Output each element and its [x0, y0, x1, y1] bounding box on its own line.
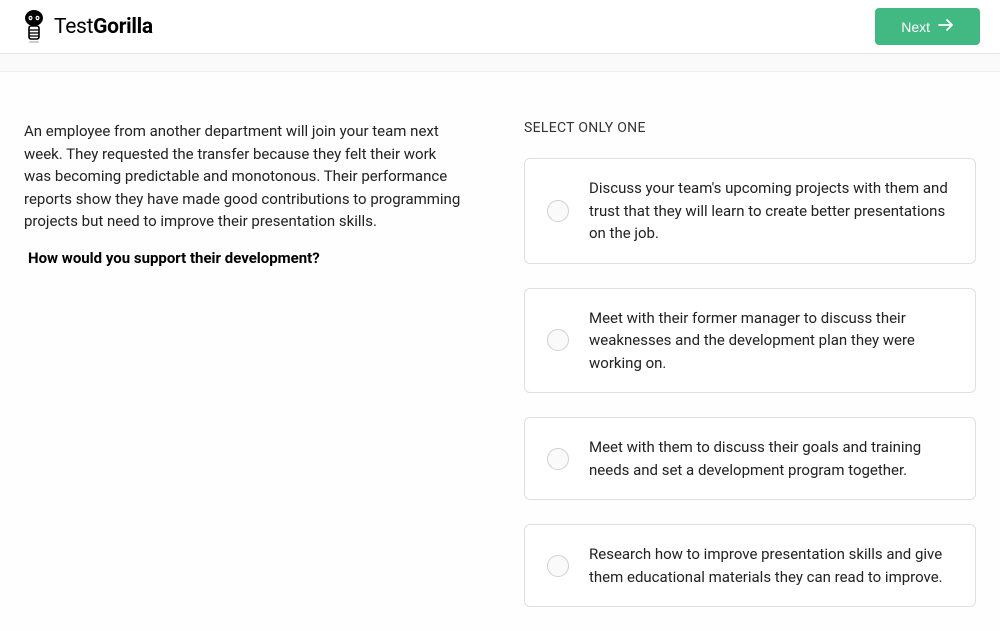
question-context: An employee from another department will… [24, 120, 464, 233]
question-panel: An employee from another department will… [24, 120, 464, 631]
question-content: An employee from another department will… [0, 72, 1000, 631]
header-divider [0, 54, 1000, 72]
logo: TestGorilla [20, 9, 153, 45]
answer-instruction: SELECT ONLY ONE [524, 120, 976, 136]
question-prompt: How would you support their development? [24, 247, 464, 270]
brand-name: TestGorilla [54, 15, 153, 39]
radio-icon [547, 555, 569, 577]
arrow-right-icon [938, 18, 954, 35]
answer-option-1[interactable]: Discuss your team's upcoming projects wi… [524, 158, 976, 264]
radio-icon [547, 448, 569, 470]
next-button-label: Next [901, 19, 930, 35]
radio-icon [547, 329, 569, 351]
answer-option-3[interactable]: Meet with them to discuss their goals an… [524, 417, 976, 500]
answers-panel: SELECT ONLY ONE Discuss your team's upco… [524, 120, 976, 631]
header: TestGorilla Next [0, 0, 1000, 54]
radio-icon [547, 200, 569, 222]
answer-option-2[interactable]: Meet with their former manager to discus… [524, 288, 976, 394]
answer-option-text: Meet with them to discuss their goals an… [589, 436, 953, 481]
answer-option-4[interactable]: Research how to improve presentation ski… [524, 524, 976, 607]
answer-option-text: Research how to improve presentation ski… [589, 543, 953, 588]
answer-option-text: Discuss your team's upcoming projects wi… [589, 177, 953, 245]
gorilla-icon [20, 9, 48, 45]
next-button[interactable]: Next [875, 8, 980, 45]
answer-option-text: Meet with their former manager to discus… [589, 307, 953, 375]
